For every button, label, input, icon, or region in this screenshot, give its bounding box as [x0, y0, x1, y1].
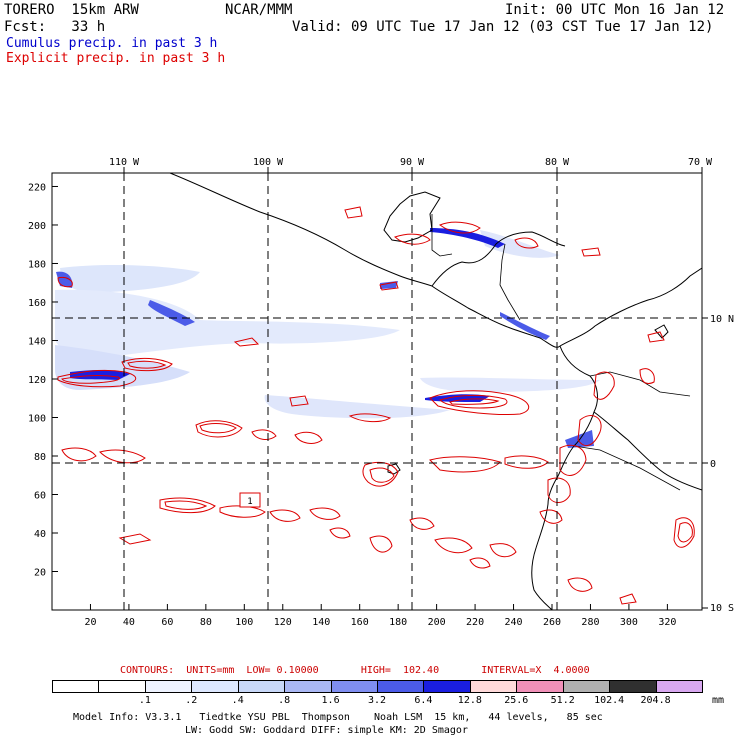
y-tick-label: 80 — [34, 452, 46, 463]
colorbar-level-label: 102.4 — [594, 695, 625, 706]
colorbar-swatch — [237, 680, 286, 693]
x-tick-label: 180 — [389, 617, 407, 628]
x-tick-label: 300 — [620, 617, 638, 628]
colorbar-level-label: 3.2 — [367, 695, 387, 706]
colorbar-swatch — [377, 680, 425, 693]
lat-label: 10 S — [710, 603, 734, 614]
contour-label-box — [239, 492, 261, 508]
colorbar-swatch — [144, 680, 193, 693]
model-title: TORERO 15km ARW — [4, 2, 139, 18]
colorbar-swatch — [423, 680, 471, 693]
y-axis: 220 200 180 160 140 120 100 80 60 40 20 — [28, 182, 58, 578]
x-tick-label: 200 — [428, 617, 446, 628]
field-explicit-label: Explicit precip. in past 3 h — [6, 51, 226, 66]
colorbar-level-label: 25.6 — [504, 695, 529, 706]
colorbar-swatch — [469, 680, 518, 693]
forecast-hour: Fcst: 33 h — [4, 19, 106, 35]
lon-label: 100 W — [253, 157, 284, 168]
x-tick-label: 100 — [235, 617, 253, 628]
y-tick-label: 40 — [34, 529, 46, 540]
y-tick-label: 180 — [28, 259, 46, 270]
colorbar-swatch — [191, 680, 239, 693]
lat-labels: 10 N 0 10 S — [710, 314, 734, 614]
colorbar-level-label: 51.2 — [550, 695, 575, 706]
y-tick-label: 100 — [28, 413, 46, 424]
colorbar-swatch — [52, 680, 100, 693]
field-cumulus-label: Cumulus precip. in past 3 h — [6, 36, 218, 51]
y-tick-label: 160 — [28, 298, 46, 309]
top-ticks — [123, 167, 708, 609]
x-tick-label: 140 — [312, 617, 330, 628]
x-tick-label: 240 — [505, 617, 523, 628]
x-tick-label: 120 — [274, 617, 292, 628]
model-info-line2: LW: Godd SW: Goddard DIFF: simple KM: 2D… — [185, 725, 468, 736]
x-tick-label: 260 — [543, 617, 561, 628]
lon-label: 110 W — [109, 157, 140, 168]
explicit-precip-contours — [57, 206, 695, 605]
x-tick-label: 80 — [200, 617, 212, 628]
colorbar-swatch — [655, 680, 703, 693]
lat-label: 10 N — [710, 314, 734, 325]
colorbar-swatch — [609, 680, 657, 693]
x-tick-label: 320 — [658, 617, 676, 628]
x-axis: 20 40 60 80 100 120 140 160 180 200 220 240 260 280 30… — [84, 604, 676, 628]
colorbar-swatch — [284, 680, 332, 693]
org-label: NCAR/MMM — [225, 2, 293, 18]
x-tick-label: 60 — [161, 617, 173, 628]
valid-time: Valid: 09 UTC Tue 17 Jan 12 (03 CST Tue … — [292, 19, 714, 35]
y-tick-label: 220 — [28, 182, 46, 193]
x-tick-label: 280 — [581, 617, 599, 628]
country-borders — [431, 214, 691, 491]
colorbar-level-label: .2 — [185, 695, 198, 706]
colorbar-swatch — [330, 680, 378, 693]
colorbar-level-label: .1 — [138, 695, 151, 706]
x-tick-label: 220 — [466, 617, 484, 628]
init-time: Init: 00 UTC Mon 16 Jan 12 — [505, 2, 725, 18]
y-tick-label: 20 — [34, 567, 46, 578]
colorbar-level-label: .4 — [231, 695, 244, 706]
colorbar-swatch — [98, 680, 146, 693]
x-tick-label: 160 — [351, 617, 369, 628]
colorbar-level-label: 6.4 — [414, 695, 433, 706]
map-frame — [51, 172, 703, 611]
y-tick-label: 140 — [28, 336, 46, 347]
contour-label: 1 — [247, 497, 252, 507]
colorbar-level-label: 204.8 — [640, 695, 671, 706]
x-tick-label: 20 — [84, 617, 96, 628]
latlon-grid — [52, 173, 702, 610]
lon-label: 70 W — [688, 157, 713, 168]
colorbar-level-label: 12.8 — [457, 695, 482, 706]
cumulus-precip-shading — [55, 228, 600, 448]
lon-label: 80 W — [545, 157, 570, 168]
colorbar-level-label: 1.6 — [321, 695, 340, 706]
lon-label: 90 W — [400, 157, 425, 168]
colorbar-unit: mm — [711, 695, 725, 706]
y-tick-label: 60 — [34, 490, 46, 501]
colorbar-swatch — [516, 680, 564, 693]
y-tick-label: 200 — [28, 221, 46, 232]
contours-summary: CONTOURS: UNITS=mm LOW= 0.10000 HIGH= 10… — [120, 665, 590, 676]
colorbar-level-label: .8 — [278, 695, 291, 706]
lat-label: 0 — [710, 459, 716, 470]
x-tick-label: 40 — [123, 617, 135, 628]
lon-labels: 110 W 100 W 90 W 80 W 70 W — [109, 157, 713, 168]
y-tick-label: 120 — [28, 375, 46, 386]
colorbar-swatch — [562, 680, 611, 693]
model-info-line1: Model Info: V3.3.1 Tiedtke YSU PBL Thomp… — [73, 712, 603, 723]
